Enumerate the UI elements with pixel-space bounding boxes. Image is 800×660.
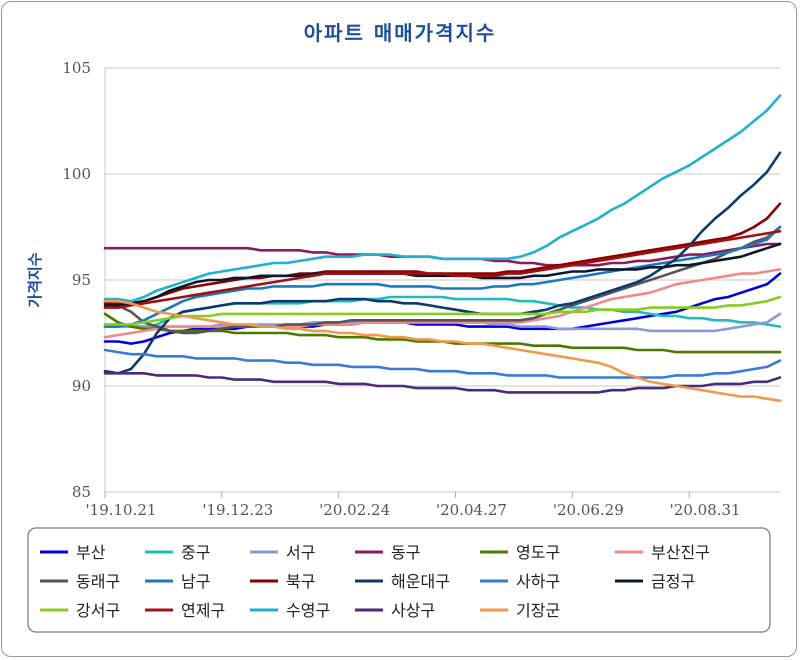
legend-label: 남구 — [181, 572, 210, 591]
series-line — [103, 242, 782, 307]
legend-label: 해운대구 — [391, 572, 450, 591]
series-line — [103, 268, 782, 339]
legend-label: 사상구 — [391, 601, 435, 620]
x-tick-label: '20.08.31 — [670, 501, 741, 519]
legend-label: 사하구 — [516, 572, 560, 591]
legend-label: 영도구 — [516, 543, 560, 562]
y-tick-label: 85 — [72, 483, 91, 501]
x-tick-label: '20.02.24 — [319, 501, 390, 519]
x-tick-label: '19.10.21 — [86, 501, 157, 519]
y-tick-label: 105 — [62, 59, 91, 77]
y-tick-labels: 85 90 95 100 105 — [62, 59, 91, 501]
series-line — [103, 94, 782, 303]
series-line — [103, 295, 782, 326]
legend-label: 동래구 — [76, 572, 120, 591]
series-line — [103, 225, 782, 328]
legend-label: 강서구 — [76, 601, 120, 620]
legend-label: 서구 — [286, 543, 315, 562]
x-tick-label: '20.06.29 — [553, 501, 624, 519]
legend-box — [27, 527, 771, 633]
legend-label: 북구 — [286, 572, 315, 591]
series-line — [103, 371, 782, 394]
legend-label: 연제구 — [181, 601, 225, 620]
legend-label: 동구 — [391, 543, 420, 562]
chart-title: 아파트 매매가격지수 — [304, 21, 497, 45]
y-tick-label: 100 — [62, 165, 91, 183]
y-tick-label: 90 — [72, 377, 91, 395]
x-tick-labels: '19.10.21 '19.12.23 '20.02.24 '20.04.27 '20.… — [86, 492, 741, 519]
x-tick-label: '20.04.27 — [436, 501, 507, 519]
y-tick-label: 95 — [72, 271, 91, 289]
legend-label: 기장군 — [516, 601, 560, 620]
legend-label: 부산진구 — [651, 543, 710, 562]
series-lines — [103, 94, 782, 403]
series-line — [103, 348, 782, 379]
series-line — [103, 225, 782, 335]
legend-label: 중구 — [181, 543, 210, 562]
legend-label: 수영구 — [286, 601, 330, 620]
x-tick-label: '19.12.23 — [202, 501, 273, 519]
series-line — [103, 229, 782, 309]
legend-label: 금정구 — [651, 572, 695, 591]
series-line — [103, 299, 782, 403]
series-line — [103, 151, 782, 375]
legend-label: 부산 — [76, 543, 106, 562]
y-axis-label: 가격지수 — [26, 252, 44, 307]
